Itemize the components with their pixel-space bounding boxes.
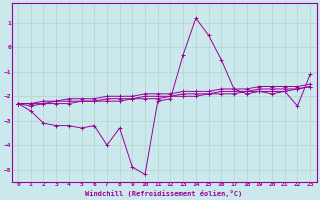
X-axis label: Windchill (Refroidissement éolien,°C): Windchill (Refroidissement éolien,°C) [85,190,243,197]
